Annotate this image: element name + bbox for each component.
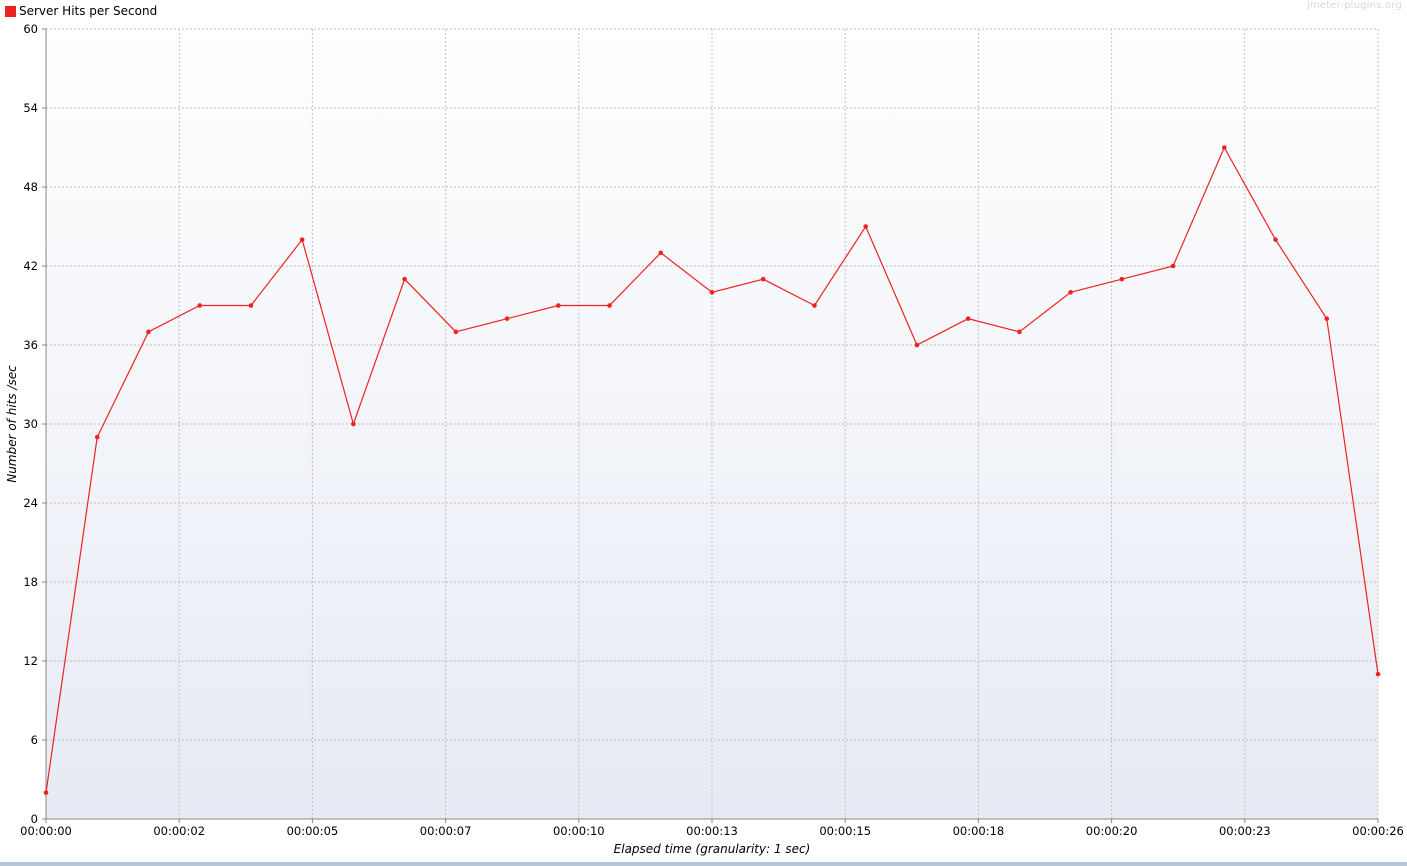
data-point[interactable]: [43, 790, 49, 795]
y-tick-label: 24: [23, 496, 38, 510]
window-bottom-edge: [0, 862, 1407, 866]
x-tick-label: 00:00:26: [1352, 824, 1404, 838]
data-point[interactable]: [1068, 290, 1073, 295]
data-point[interactable]: [863, 224, 868, 229]
watermark: jmeter-plugins.org: [1306, 0, 1402, 11]
data-point[interactable]: [1324, 316, 1330, 321]
x-tick-label: 00:00:13: [686, 824, 738, 838]
y-axis-title: Number of hits /sec: [5, 365, 19, 483]
x-tick-label: 00:00:02: [153, 824, 205, 838]
data-point[interactable]: [1017, 329, 1022, 335]
x-tick-label: 00:00:05: [287, 824, 339, 838]
data-point[interactable]: [709, 290, 715, 295]
data-point[interactable]: [402, 276, 407, 282]
data-point[interactable]: [453, 329, 459, 335]
data-point[interactable]: [94, 434, 100, 440]
y-tick-label: 36: [23, 338, 38, 352]
legend: Server Hits per Second: [5, 4, 157, 18]
x-tick-label: 00:00:15: [819, 824, 871, 838]
data-point[interactable]: [351, 421, 356, 427]
y-tick-label: 30: [23, 417, 38, 431]
y-tick-label: 0: [31, 812, 38, 826]
grid: [46, 28, 1379, 819]
series-group: [43, 145, 1381, 795]
x-tick-label: 00:00:23: [1219, 824, 1271, 838]
x-axis-ticks: 00:00:00 00:00:02 00:00:05 00:00:07 00:00:10…: [20, 819, 1404, 838]
legend-swatch: [5, 5, 16, 17]
legend-label: Server Hits per Second: [19, 4, 158, 18]
data-point[interactable]: [556, 303, 561, 308]
y-tick-label: 6: [31, 733, 38, 747]
data-point[interactable]: [146, 329, 151, 335]
data-point[interactable]: [914, 342, 920, 348]
data-point[interactable]: [299, 237, 305, 242]
y-tick-label: 54: [23, 101, 38, 115]
x-tick-label: 00:00:18: [953, 824, 1005, 838]
data-point[interactable]: [965, 316, 971, 321]
data-point[interactable]: [1375, 671, 1381, 677]
data-point[interactable]: [197, 303, 202, 308]
y-tick-label: 60: [23, 22, 38, 36]
data-point[interactable]: [1119, 276, 1125, 282]
y-axis-ticks: 0 6 12 18 24 30 36 42 48 54 60: [23, 22, 46, 826]
data-point[interactable]: [760, 276, 766, 282]
y-tick-label: 42: [23, 259, 38, 273]
data-point[interactable]: [812, 303, 817, 308]
y-tick-label: 12: [23, 654, 38, 668]
data-point[interactable]: [1222, 145, 1227, 150]
x-tick-label: 00:00:10: [553, 824, 605, 838]
data-point[interactable]: [1170, 263, 1176, 269]
data-point[interactable]: [658, 250, 664, 256]
x-tick-label: 00:00:07: [420, 824, 472, 838]
data-point[interactable]: [248, 303, 254, 308]
y-tick-label: 18: [23, 575, 38, 589]
data-point[interactable]: [607, 303, 612, 308]
data-point[interactable]: [1273, 237, 1278, 242]
data-point[interactable]: [504, 316, 510, 321]
x-tick-label: 00:00:20: [1086, 824, 1138, 838]
x-tick-label: 00:00:00: [20, 824, 72, 838]
y-tick-label: 48: [23, 180, 38, 194]
x-axis-title: Elapsed time (granularity: 1 sec): [614, 842, 811, 856]
